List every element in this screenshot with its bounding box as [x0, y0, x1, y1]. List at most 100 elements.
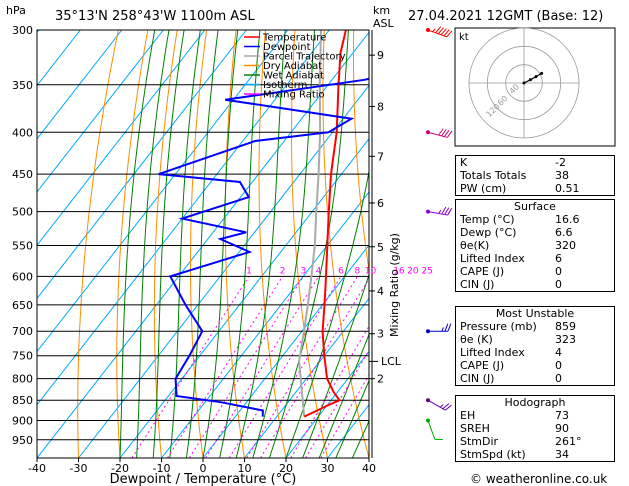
pressure-tick-label: 850 [12, 394, 33, 407]
wind-barb-flag [446, 130, 453, 138]
wind-barb-flag [441, 206, 447, 215]
km-tick-label: 7 [377, 150, 384, 163]
indices-panel: K -2 Totals Totals 38 PW (cm) 0.51 [455, 155, 615, 196]
wet-adiabat-line [185, 30, 219, 458]
dry-adiabat-line [77, 30, 119, 458]
isotherm-line [285, 350, 369, 458]
isotherm-line [37, 31, 369, 458]
wet-adiabat-line [318, 332, 369, 458]
legend-label: Wet Adiabat [263, 71, 324, 82]
surface-table: Surface Temp (°C) 16.6 Dewp (°C) 6.6 θe(K)… [455, 199, 615, 292]
wind-barb-flag [441, 327, 444, 332]
mu-value: 4 [555, 346, 562, 359]
hodograph-point [534, 75, 538, 79]
mixing-ratio-label: 10 [365, 266, 377, 276]
surface-label: θe(K) [460, 239, 490, 252]
mixing-ratio-line [246, 276, 358, 458]
mixing-ratio-axis-label: Mixing Ratio (g/kg) [388, 233, 401, 337]
mixing-ratio-label: 6 [338, 266, 344, 276]
wet-adiabat-line [136, 30, 170, 458]
legend-label: Dewpoint [263, 42, 311, 53]
hodo-title: Hodograph [504, 396, 566, 409]
mu-label: CIN (J) [460, 372, 495, 385]
temperature-tick-label: 0 [200, 462, 207, 475]
hodograph-point [528, 78, 532, 82]
pressure-tick-label: 750 [12, 350, 33, 363]
date-title: 27.04.2021 12GMT (Base: 12) [408, 9, 603, 24]
dry-adiabat-line [153, 30, 178, 458]
hodo-label: EH [460, 409, 476, 422]
km-label: km [373, 4, 390, 17]
pressure-tick-label: 450 [12, 168, 33, 181]
wind-barb-flag [439, 404, 444, 408]
temperature-tick-label: -10 [153, 462, 171, 475]
k-value: -2 [555, 156, 566, 169]
dry-adiabat-line [353, 30, 369, 274]
hodograph-panel: Hodograph EH 73 SREH 90 StmDir 261° StmSpd … [455, 395, 615, 462]
mu-label: Lifted Index [460, 346, 525, 359]
legend-label: Parcel Trajectory [263, 52, 346, 63]
isotherm-line [202, 244, 369, 458]
wind-barb-flag [442, 403, 450, 410]
wind-barb [426, 128, 453, 138]
pressure-tick-label: 500 [12, 206, 33, 219]
wind-barb-staff [427, 131, 448, 138]
surface-title: Surface [514, 200, 556, 213]
isotherm-line [37, 30, 164, 193]
hodo-value: 73 [555, 409, 569, 422]
location-title: 35°13'N 258°43'W 1100m ASL [55, 9, 255, 24]
wind-barb-staff [427, 399, 446, 411]
isotherm-line [37, 30, 206, 246]
parcel-trajectory-line [298, 30, 322, 417]
wind-barb-flag [437, 27, 444, 35]
legend-label: Isotherm [263, 80, 307, 91]
wind-barb-flag [438, 209, 442, 214]
hpa-label: hPa [6, 4, 26, 17]
isotherm-line [244, 297, 369, 458]
tt-value: 38 [555, 169, 569, 182]
surface-value: 6.6 [555, 226, 573, 239]
km-tick-label: 5 [377, 241, 384, 254]
hodograph-table: Hodograph EH 73 SREH 90 StmDir 261° StmSpd … [455, 395, 615, 462]
wind-barb-flag [432, 28, 436, 33]
dewpoint-line [158, 77, 369, 417]
pressure-tick-label: 900 [12, 415, 33, 428]
pressure-tick-label: 600 [12, 270, 33, 283]
hodo-value: 34 [555, 448, 569, 461]
wind-barb-flag [438, 128, 444, 136]
isotherm-line [78, 84, 369, 458]
mixing-ratio-line [131, 276, 250, 458]
hodo-value: 90 [555, 422, 569, 435]
dry-adiabat-line [224, 30, 245, 458]
wind-barb-flag [441, 129, 447, 137]
pw-value: 0.51 [555, 182, 580, 195]
mixing-ratio-label: 3 [301, 266, 307, 276]
pressure-tick-label: 650 [12, 299, 33, 312]
surface-panel: Surface Temp (°C) 16.6 Dewp (°C) 6.6 θe(K)… [455, 199, 615, 292]
k-label: K [460, 156, 468, 169]
wind-barb-flag [444, 323, 449, 332]
mu-label: θe (K) [460, 333, 493, 346]
mu-title: Most Unstable [495, 307, 575, 320]
hodograph-trace [523, 72, 542, 84]
surface-value: 0 [555, 265, 562, 278]
wind-barb-flag [440, 28, 447, 36]
surface-label: Temp (°C) [460, 213, 515, 226]
pressure-tick-label: 950 [12, 434, 33, 447]
mixing-ratio-label: 1 [246, 266, 252, 276]
pressure-tick-label: 700 [12, 325, 33, 338]
mu-value: 0 [555, 359, 562, 372]
pressure-tick-label: 550 [12, 239, 33, 252]
hodo-value: 261° [555, 435, 582, 448]
wind-barb-flag [447, 207, 453, 216]
hodo-label: SREH [460, 422, 490, 435]
surface-label: CIN (J) [460, 278, 495, 291]
pressure-tick-label: 300 [12, 24, 33, 37]
legend-label: Dry Adiabat [263, 61, 322, 72]
surface-label: Lifted Index [460, 252, 525, 265]
temperature-tick-label: 30 [321, 462, 335, 475]
wind-barb-staff [427, 420, 436, 440]
temperature-tick-label: -30 [70, 462, 88, 475]
km-tick-label: 2 [377, 373, 384, 386]
